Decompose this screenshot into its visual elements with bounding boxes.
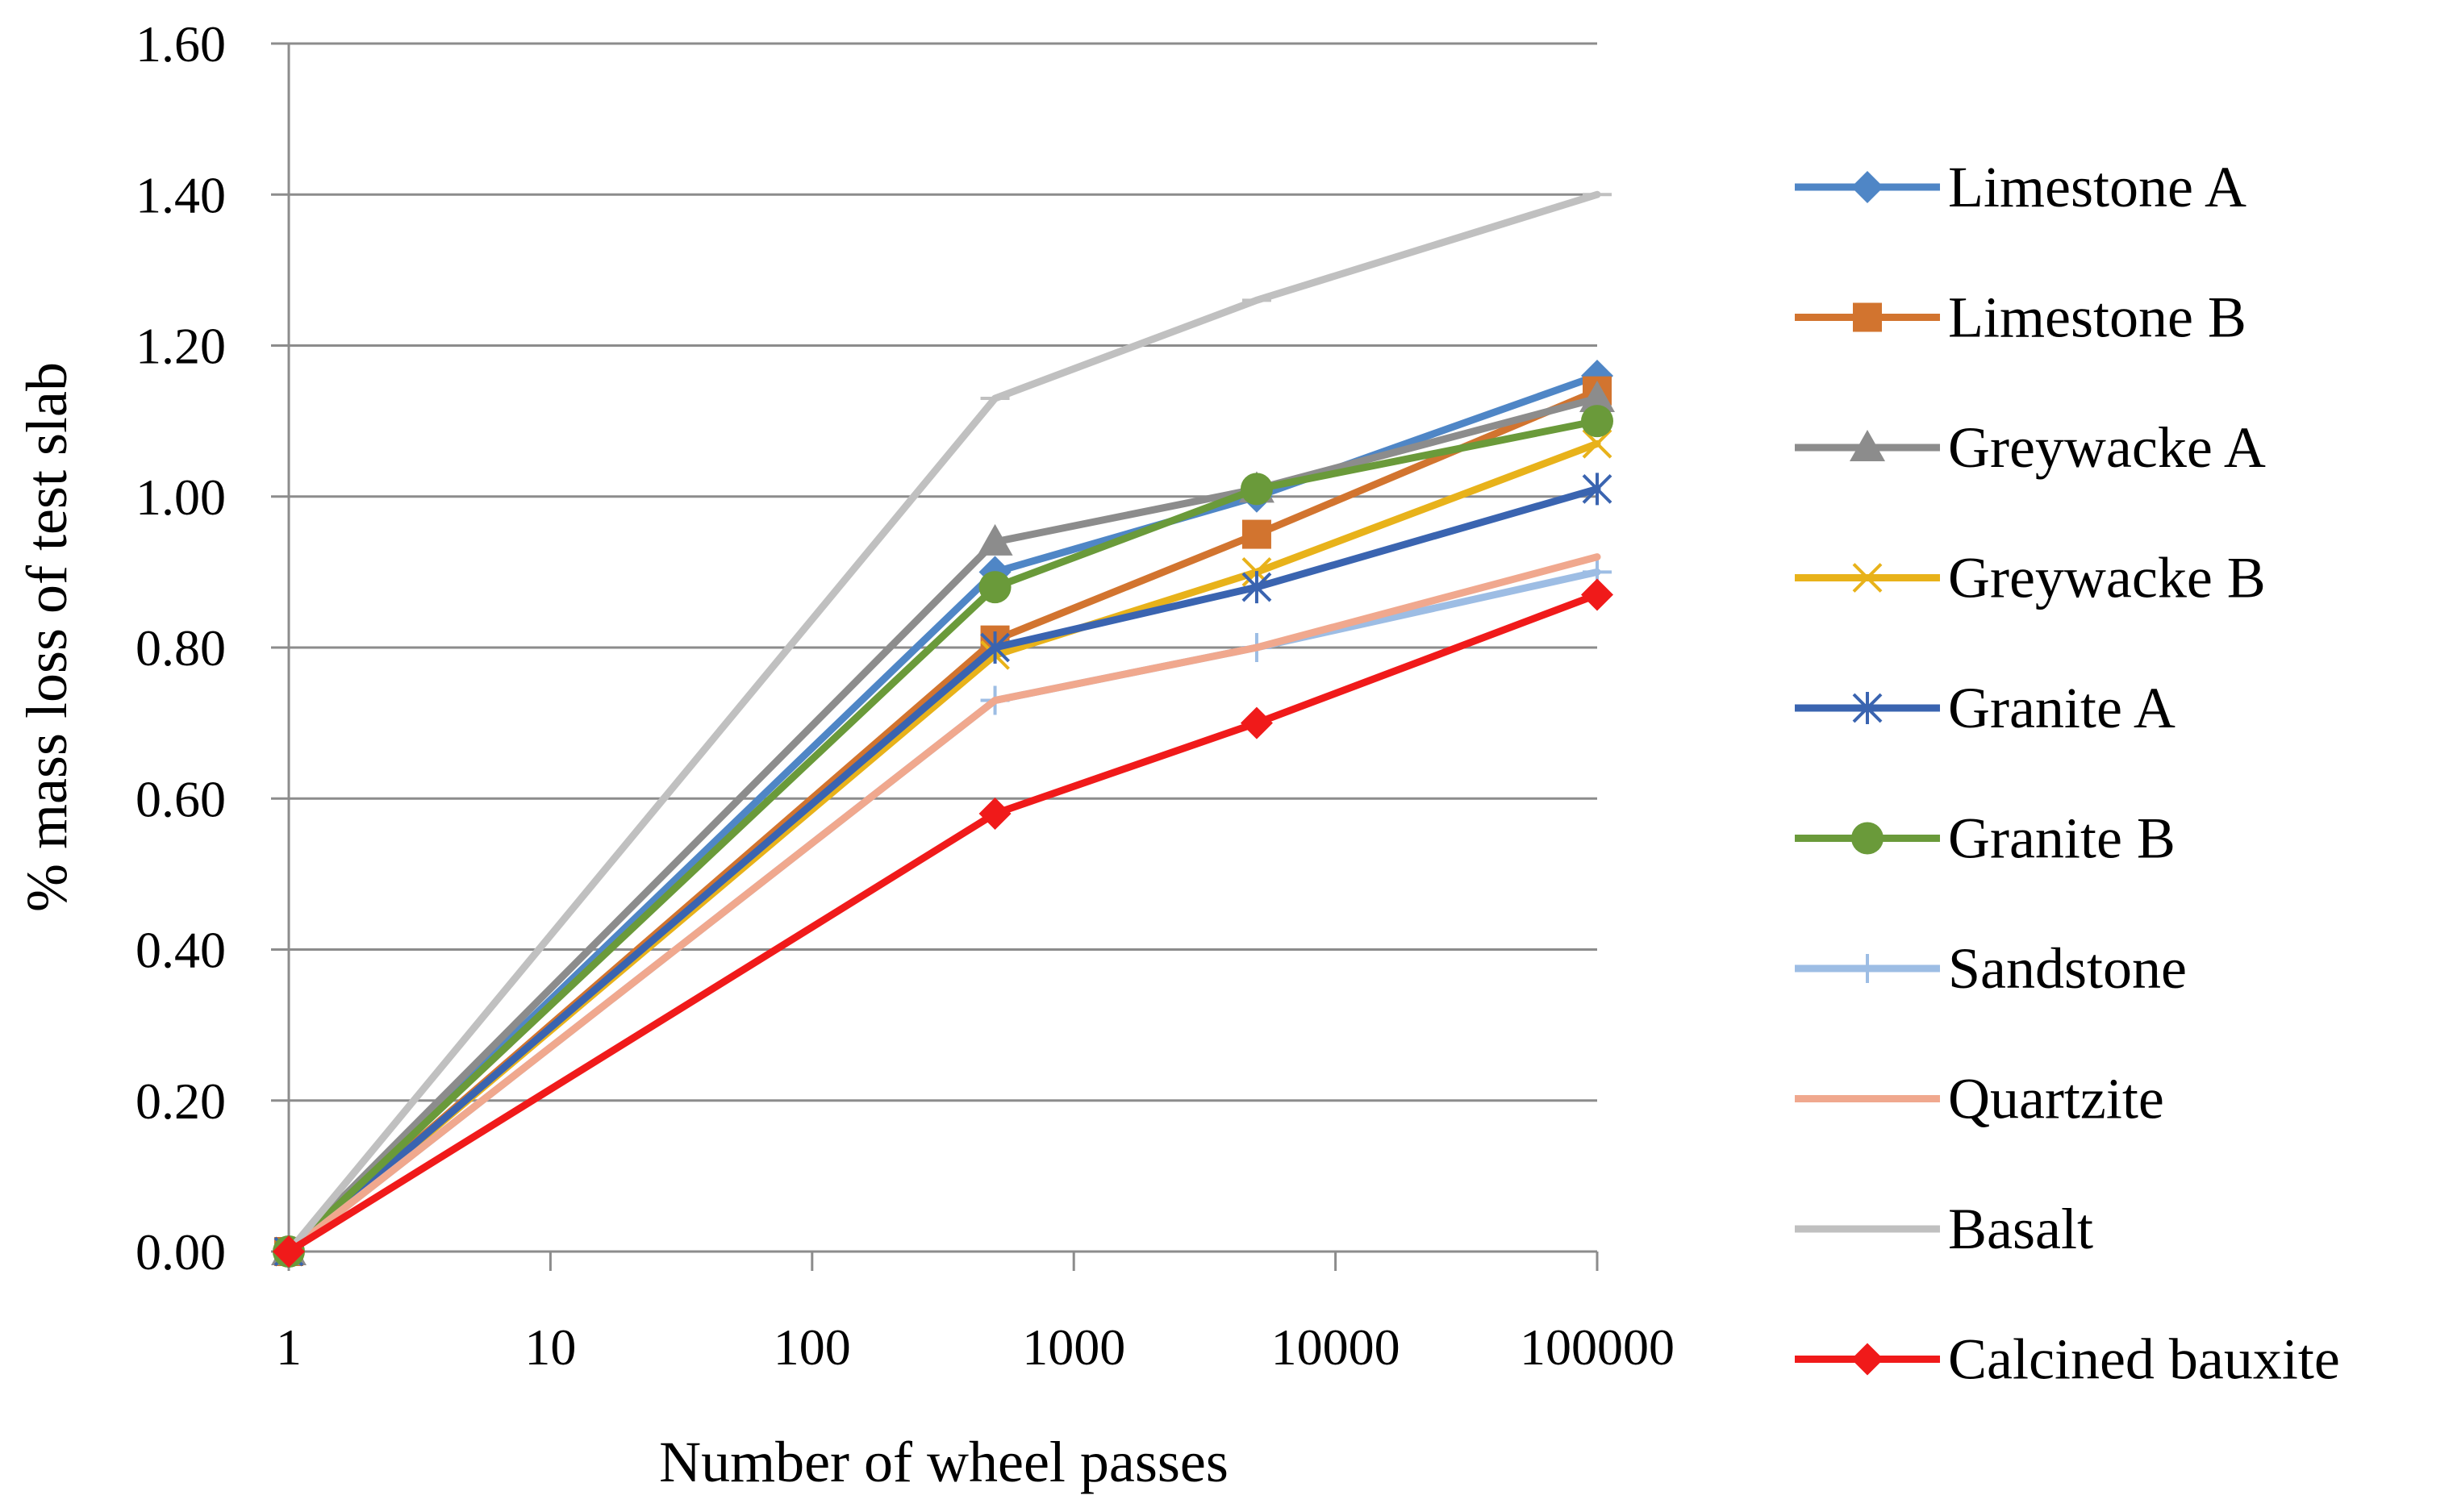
legend-item: Calcined bauxite: [1795, 1327, 2340, 1392]
series-basalt: [274, 190, 1612, 1256]
series-line: [285, 417, 1601, 1256]
tick-labels: 0.00 0.20 0.40 0.60 0.80 1.00 1.20 1.40 1.60 1 10 1…: [136, 15, 1675, 1376]
x-tick-label: 1000: [1022, 1318, 1125, 1376]
legend-item: Sandstone: [1795, 936, 2187, 1001]
data-point-diamond: [1581, 578, 1613, 611]
y-tick-label: 0.60: [136, 770, 226, 827]
series-line: [285, 553, 1601, 1256]
legend-item: Basalt: [1795, 1197, 2093, 1261]
y-tick-label: 0.20: [136, 1073, 226, 1130]
y-tick-label: 1.00: [136, 469, 226, 526]
series-quartzite: [285, 553, 1601, 1256]
legend-item: Limestone A: [1795, 155, 2246, 219]
x-tick-label: 100000: [1520, 1318, 1675, 1376]
legend: Limestone A Limestone B Greywacke A Greywac…: [1795, 155, 2340, 1392]
series-line: [285, 190, 1601, 1256]
x-tick-label: 10: [524, 1318, 576, 1376]
data-point-plus: [1853, 954, 1882, 983]
data-point-star: [1852, 692, 1883, 724]
y-axis-title: % mass loss of test slab: [15, 362, 79, 912]
series-line: [285, 590, 1601, 1256]
data-point-x: [1582, 428, 1612, 459]
legend-label: Greywacke B: [1948, 546, 2266, 610]
data-series: [271, 190, 1615, 1268]
series-line: [285, 568, 1601, 1256]
data-point-x: [1852, 563, 1883, 593]
legend-label: Basalt: [1948, 1197, 2093, 1261]
series-calcined-bauxite: [273, 578, 1613, 1268]
data-point-triangle: [1579, 381, 1615, 413]
legend-label: Sandstone: [1948, 936, 2187, 1001]
legend-item: Greywacke B: [1795, 546, 2266, 610]
legend-label: Granite B: [1948, 806, 2176, 871]
data-point-diamond: [1240, 706, 1273, 739]
legend-label: Granite A: [1948, 676, 2176, 740]
y-tick-label: 0.00: [136, 1223, 226, 1281]
legend-label: Limestone B: [1948, 285, 2246, 350]
series-line: [285, 394, 1601, 1256]
y-tick-label: 1.20: [136, 318, 226, 375]
series-line: [285, 485, 1601, 1256]
data-point-star: [980, 631, 1010, 664]
data-point-square: [1853, 302, 1882, 332]
x-axis-title: Number of wheel passes: [659, 1430, 1229, 1494]
data-point-circle: [1851, 822, 1884, 855]
legend-item: Greywacke A: [1795, 415, 2266, 480]
data-point-star: [1582, 473, 1612, 506]
gridlines: [289, 42, 1597, 1102]
x-tick-label: 100: [774, 1318, 851, 1376]
data-point-triangle: [1850, 430, 1885, 461]
data-point-diamond: [273, 1235, 305, 1268]
data-point-diamond: [1851, 171, 1884, 203]
y-tick-label: 1.40: [136, 166, 226, 223]
legend-item: Quartzite: [1795, 1067, 2164, 1131]
legend-label: Limestone A: [1948, 155, 2246, 219]
legend-label: Greywacke A: [1948, 415, 2266, 480]
data-point-triangle: [977, 523, 1013, 556]
data-point-diamond: [1851, 1343, 1884, 1376]
legend-label: Quartzite: [1948, 1067, 2164, 1131]
legend-item: Granite B: [1795, 806, 2176, 871]
series-line: [285, 372, 1601, 1256]
y-tick-label: 0.80: [136, 619, 226, 677]
data-point-circle: [978, 571, 1012, 604]
legend-item: Limestone B: [1795, 285, 2246, 350]
data-point-circle: [1581, 405, 1613, 438]
data-point-square: [1241, 519, 1271, 549]
legend-item: Granite A: [1795, 676, 2176, 740]
x-tick-label: 1: [276, 1318, 302, 1376]
y-tick-label: 1.60: [136, 15, 226, 73]
x-tick-label: 10000: [1271, 1318, 1400, 1376]
data-point-diamond: [978, 797, 1012, 830]
y-tick-label: 0.40: [136, 922, 226, 979]
data-point-star: [1241, 571, 1272, 604]
legend-label: Calcined bauxite: [1948, 1327, 2340, 1392]
axes: [271, 42, 1599, 1271]
data-point-circle: [1240, 473, 1273, 506]
